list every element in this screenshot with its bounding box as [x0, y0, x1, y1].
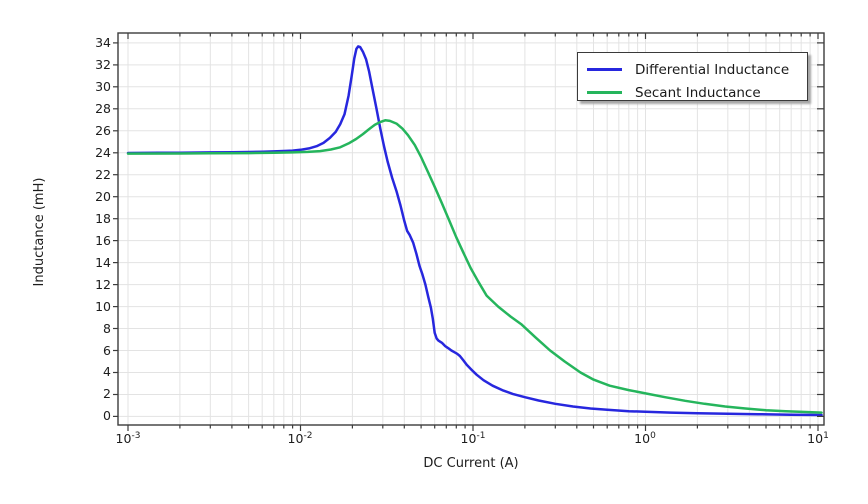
legend-label-differential: Differential Inductance: [635, 61, 790, 78]
gridlines: [118, 33, 824, 425]
x-tick-label: 10-3: [115, 430, 141, 446]
legend-item-differential: Differential Inductance: [578, 58, 807, 81]
legend-line-sample-differential: [587, 68, 622, 71]
x-axis-title: DC Current (A): [423, 456, 519, 471]
y-tick-label: 26: [95, 123, 111, 138]
plot-border: [117, 32, 825, 426]
y-tick-label: 16: [95, 233, 111, 248]
y-axis-title: Inductance (mH): [32, 177, 47, 287]
y-tick-label: 34: [95, 35, 111, 50]
y-tick-label: 8: [103, 321, 111, 336]
y-tick-label: 10: [95, 299, 111, 314]
y-tick-label: 20: [95, 189, 111, 204]
y-tick-label: 2: [103, 386, 111, 401]
y-tick-label: 18: [95, 211, 111, 226]
legend-line-sample-secant: [587, 91, 622, 94]
x-tick-label: 10-2: [287, 430, 313, 446]
series-line-0: [126, 45, 823, 417]
y-tick-label: 4: [103, 364, 111, 379]
legend-item-secant: Secant Inductance: [578, 81, 807, 104]
x-tick-label: 100: [634, 430, 656, 446]
y-tick-label: 12: [95, 277, 111, 292]
y-tick-label: 6: [103, 343, 111, 358]
legend: Differential Inductance Secant Inductanc…: [577, 52, 808, 101]
y-tick-label: 28: [95, 101, 111, 116]
y-tick-label: 32: [95, 57, 111, 72]
y-tick-label: 24: [95, 145, 111, 160]
y-tick-label: 22: [95, 167, 111, 182]
legend-label-secant: Secant Inductance: [635, 84, 761, 101]
y-tick-label: 30: [95, 79, 111, 94]
series-line-1: [126, 119, 823, 414]
x-tick-label: 10-1: [460, 430, 486, 446]
x-tick-label: 101: [807, 430, 829, 446]
y-tick-label: 14: [95, 255, 111, 270]
y-tick-label: 0: [103, 408, 111, 423]
